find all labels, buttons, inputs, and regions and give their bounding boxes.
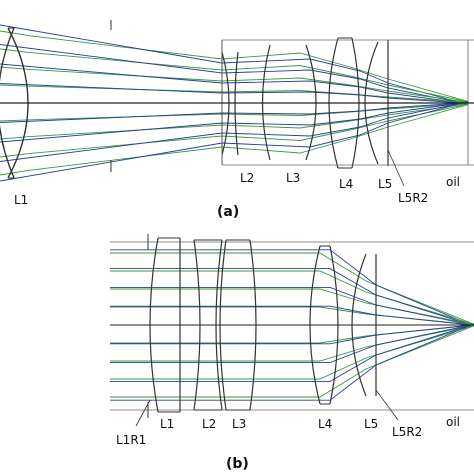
ray-green — [0, 104, 469, 176]
ray-green — [110, 325, 474, 398]
label-l4-b: L4 — [318, 417, 332, 431]
ray-blue — [110, 286, 474, 327]
ray-green — [110, 270, 474, 325]
ray-green — [0, 102, 469, 122]
ray-blue — [0, 101, 469, 143]
ray-green — [0, 30, 469, 102]
caption-b: (b) — [226, 456, 249, 472]
ray-blue — [110, 268, 474, 327]
label-l1-a: L1 — [14, 193, 28, 207]
panel-a: L1 L2 L3 L4 L5 oil L5R2 (a) — [0, 20, 474, 220]
leader-line-l1r1 — [135, 399, 151, 427]
label-l5r2-a: L5R2 — [398, 191, 428, 205]
label-l4-a: L4 — [339, 177, 353, 191]
label-l1r1-b: L1R1 — [116, 433, 146, 447]
ray-green — [0, 84, 469, 104]
label-l3-b: L3 — [232, 417, 246, 431]
ray-green — [110, 324, 474, 344]
label-l1-b: L1 — [160, 417, 174, 431]
ray-blue — [110, 249, 474, 327]
label-oil-b: oil — [446, 415, 460, 429]
ray-blue — [0, 83, 469, 104]
ray-blue — [0, 102, 469, 123]
label-oil-a: oil — [446, 175, 460, 189]
label-l5-b: L5 — [364, 417, 378, 431]
ray-blue — [0, 24, 469, 106]
ray-blue — [0, 100, 469, 182]
ray-green — [110, 252, 474, 325]
lens-l1-left — [0, 27, 15, 179]
caption-a: (a) — [217, 204, 239, 220]
label-l2-a: L2 — [240, 171, 254, 185]
leader-line-l5r2-b — [375, 389, 399, 421]
panel-b: L1 L2 L3 L4 L5 oil L1R1 L5R2 (b) — [110, 234, 474, 472]
label-l3-a: L3 — [286, 171, 300, 185]
ray-blue — [0, 44, 469, 105]
ray-green — [110, 306, 474, 326]
ray-blue — [0, 63, 469, 105]
ray-blue — [110, 323, 474, 382]
label-l2-b: L2 — [202, 417, 216, 431]
label-l5-a: L5 — [378, 177, 392, 191]
ray-blue — [110, 323, 474, 401]
ray-blue — [110, 323, 474, 364]
ray-green — [110, 325, 474, 380]
label-l5r2-b: L5R2 — [392, 425, 422, 439]
ray-blue — [0, 101, 469, 162]
leader-line-l5r2 — [387, 149, 405, 187]
